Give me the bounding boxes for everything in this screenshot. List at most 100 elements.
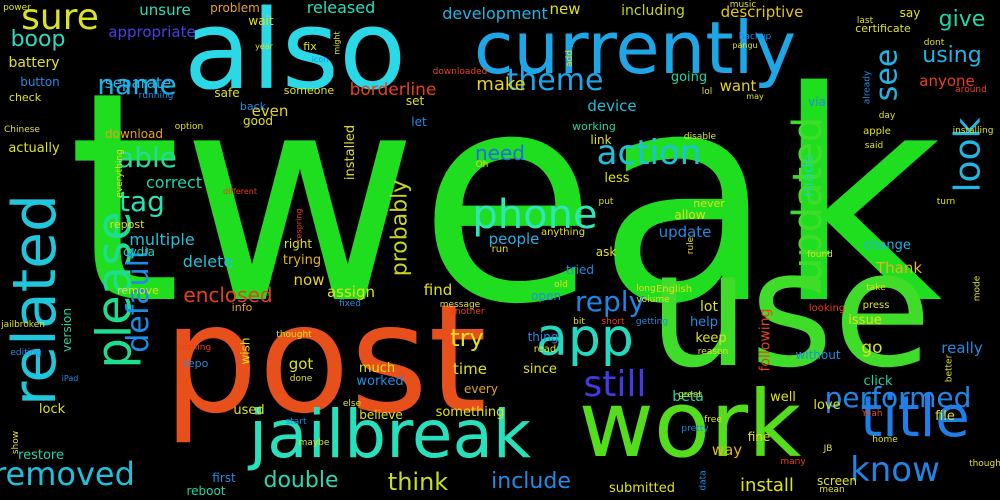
cloud-word-repost: repost xyxy=(109,217,145,231)
cloud-word-go: go xyxy=(861,337,883,358)
cloud-word-though: though xyxy=(969,458,1000,469)
cloud-word-put: put xyxy=(598,196,614,207)
cloud-word-yeah: Yeah xyxy=(861,408,883,419)
cloud-word-even: even xyxy=(251,101,289,120)
cloud-word-file: file xyxy=(935,408,955,424)
cloud-word-every: every xyxy=(464,382,498,396)
cloud-word-english: English xyxy=(655,284,693,295)
cloud-word-free: free xyxy=(704,414,722,425)
cloud-word-getting: getting xyxy=(635,316,669,327)
cloud-word-long: long xyxy=(636,283,656,294)
cloud-word-know: know xyxy=(850,450,940,490)
cloud-word-day: day xyxy=(878,110,896,121)
cloud-word-removed: removed xyxy=(0,455,135,493)
cloud-word-following: following xyxy=(756,308,773,372)
cloud-word-run: run xyxy=(491,244,509,255)
cloud-word-installing: installing xyxy=(952,125,994,136)
cloud-word-performed: performed xyxy=(824,381,972,414)
cloud-word-ipad: iPad xyxy=(61,374,79,383)
cloud-word-theme: theme xyxy=(506,63,604,98)
cloud-word-also: also xyxy=(183,0,407,114)
cloud-word-want: want xyxy=(719,76,757,95)
cloud-word-volume: volume xyxy=(636,294,670,305)
cloud-word-might: might xyxy=(333,31,342,55)
cloud-word-fix: fix xyxy=(303,39,317,53)
cloud-word-info: info xyxy=(231,300,253,314)
cloud-word-running: running xyxy=(138,90,174,101)
cloud-word-issue: issue xyxy=(848,312,882,328)
cloud-word-install: install xyxy=(740,475,794,496)
cloud-word-jailbreak: jailbreak xyxy=(248,396,532,473)
cloud-word-right: right xyxy=(283,237,313,251)
cloud-word-last: last xyxy=(856,15,874,26)
cloud-word-use: use xyxy=(648,216,932,403)
cloud-word-message: message xyxy=(439,299,481,310)
cloud-word-restore: restore xyxy=(18,447,64,463)
cloud-word-let: let xyxy=(411,115,427,129)
cloud-word-believe: believe xyxy=(359,408,403,422)
cloud-word-thank: Thank xyxy=(875,258,923,277)
cloud-word-give: give xyxy=(938,7,986,32)
cloud-word-lot: lot xyxy=(700,299,718,315)
cloud-word-find: find xyxy=(423,280,453,299)
cloud-word-pretty: pretty xyxy=(681,423,709,434)
cloud-word-turn: turn xyxy=(936,196,956,207)
cloud-word-apple: apple xyxy=(863,126,891,137)
cloud-word-really: really xyxy=(941,338,983,357)
cloud-word-development: development xyxy=(442,4,548,23)
cloud-word-said: said xyxy=(864,140,884,151)
cloud-word-tag: tag xyxy=(119,185,165,218)
cloud-word-respring: respring xyxy=(293,208,303,242)
cloud-word-app: app xyxy=(536,308,634,368)
cloud-word-tweak: tweak xyxy=(67,31,943,368)
cloud-word-thought: thought xyxy=(276,329,312,340)
cloud-word-data: data xyxy=(698,469,709,491)
cloud-word-submitted: submitted xyxy=(609,480,675,496)
cloud-word-else: else xyxy=(342,398,362,409)
cloud-word-battery: battery xyxy=(8,55,60,71)
cloud-word-help: help xyxy=(689,314,719,330)
cloud-word-downloaded: downloaded xyxy=(432,66,488,77)
cloud-word-mean: mean xyxy=(819,484,845,495)
cloud-word-music: music xyxy=(729,0,757,10)
cloud-word-option: option xyxy=(174,121,204,132)
cloud-word-allow: allow xyxy=(674,208,706,222)
cloud-word-repo: repo xyxy=(183,356,209,370)
cloud-word-dont: dont xyxy=(923,37,945,48)
cloud-word-cydia: cydia xyxy=(122,245,155,259)
cloud-word-beta: beta xyxy=(672,389,704,405)
cloud-word-something: something xyxy=(435,404,505,420)
cloud-word-good: good xyxy=(243,114,273,128)
cloud-word-actually: actually xyxy=(8,140,60,156)
cloud-word-certificate: certificate xyxy=(855,21,911,35)
cloud-word-icon: icon xyxy=(311,55,329,64)
cloud-word-think: think xyxy=(387,468,449,496)
cloud-word-button: button xyxy=(20,75,60,89)
cloud-word-wait: wait xyxy=(248,14,274,28)
cloud-word-new: new xyxy=(549,0,581,18)
cloud-word-need: need xyxy=(475,141,525,165)
cloud-word-name: name xyxy=(97,68,177,101)
cloud-word-editing: editing xyxy=(10,347,42,358)
cloud-word-home: home xyxy=(872,434,898,445)
cloud-word-trying: trying xyxy=(282,252,322,268)
cloud-word-phone: phone xyxy=(472,192,598,238)
cloud-word-default: default xyxy=(121,247,156,353)
cloud-word-well: well xyxy=(770,389,796,405)
cloud-word-without: without xyxy=(795,348,841,362)
cloud-word-click: click xyxy=(863,373,893,389)
cloud-word-disable: disable xyxy=(683,131,717,142)
cloud-word-now: now xyxy=(293,270,325,289)
cloud-word-maybe: maybe xyxy=(298,437,330,448)
cloud-word-download: download xyxy=(104,127,164,141)
cloud-word-bit: bit xyxy=(573,316,585,327)
cloud-word-open: open xyxy=(531,289,561,303)
cloud-word-screen: screen xyxy=(817,474,857,488)
cloud-word-problem: problem xyxy=(210,1,260,15)
cloud-word-take: take xyxy=(866,282,886,293)
cloud-word-unsure: unsure xyxy=(139,0,191,19)
cloud-word-wish: wish xyxy=(238,337,253,365)
cloud-word-version: version xyxy=(59,308,74,352)
cloud-word-double: double xyxy=(263,468,339,493)
